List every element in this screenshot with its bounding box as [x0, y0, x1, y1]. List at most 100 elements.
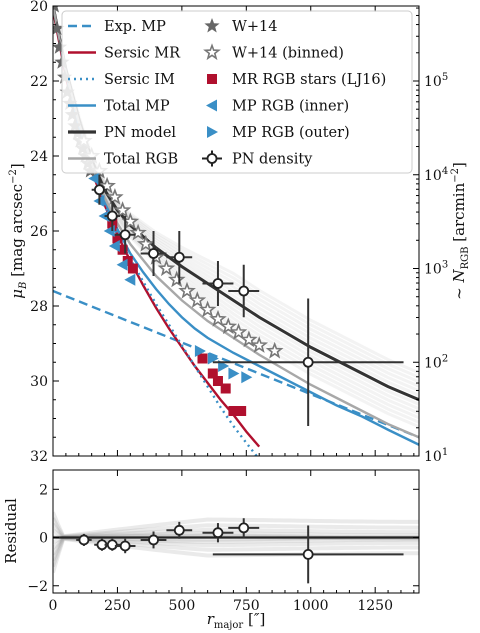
- x-tick-label: 1250: [357, 598, 393, 614]
- residual-y-tick-label: 0: [39, 531, 48, 547]
- legend-label: PN density: [232, 152, 313, 168]
- x-tick-label: 250: [104, 598, 131, 614]
- legend-marker: [206, 99, 217, 112]
- pn-density-point: [119, 229, 131, 241]
- w-14-point: [53, 20, 65, 35]
- residual-point: [119, 540, 131, 552]
- residual-band-line: [53, 517, 419, 539]
- y-tick-label: 28: [30, 299, 48, 315]
- w-14-binned-point: [198, 300, 217, 318]
- mp-rgb-outer-point: [207, 352, 219, 365]
- mp-rgb-outer-point: [228, 367, 240, 380]
- w-14-binned-point: [265, 341, 284, 359]
- mp-rgb-inner-point: [88, 172, 100, 185]
- w-14-binned-point: [157, 259, 176, 277]
- legend-marker: [206, 153, 218, 164]
- legend-label: MP RGB (inner): [232, 99, 349, 115]
- right-tick-label: 102: [424, 353, 448, 371]
- mr-rgb-stars-lj16-point: [197, 353, 208, 364]
- w-14-binned-point: [229, 323, 248, 340]
- legend-box: [61, 10, 413, 174]
- mr-rgb-stars-lj16-point: [127, 263, 138, 274]
- x-tick-label: 0: [49, 598, 58, 614]
- mr-rgb-stars-lj16-point: [207, 368, 218, 379]
- x-axis-label: rmajor [″]: [207, 610, 266, 631]
- w-14-point: [53, 39, 68, 54]
- legend-marker: [203, 43, 221, 61]
- mp-rgb-outer-point: [194, 345, 206, 357]
- legend-label: PN model: [104, 125, 176, 141]
- residual-point: [106, 539, 118, 551]
- mr-rgb-stars-lj16-point: [228, 406, 239, 416]
- legend-label: Total RGB: [104, 152, 178, 168]
- residual-point: [173, 524, 185, 536]
- pn-density-point: [302, 356, 314, 368]
- residual-axes-frame: [52, 469, 420, 594]
- mp-rgb-outer-point: [241, 371, 253, 384]
- mr-rgb-stars-lj16-point: [112, 233, 123, 244]
- x-tick-label: 1000: [293, 598, 329, 614]
- residual-band-line: [53, 523, 419, 539]
- main-panel: 20 22 24 26 28 30 32 101 102 103 104 105 μB [mag a…: [8, 0, 471, 465]
- mp-rgb-inner-point: [116, 258, 128, 271]
- y-tick-label: 26: [30, 224, 48, 240]
- pn-density-point: [148, 248, 159, 259]
- legend-marker: [204, 18, 220, 33]
- residual-panel: −202 0 250 500 750 1000 1250 Residual rmajor …: [2, 453, 420, 631]
- y-axis-label: μB [mag arcsec−2]: [8, 163, 29, 298]
- legend-label: Total MP: [104, 99, 170, 115]
- legend-label: Sersic MR: [104, 46, 181, 62]
- residual-point: [148, 534, 159, 546]
- w-14-binned-point: [240, 330, 258, 348]
- pn-density-point: [106, 210, 118, 222]
- pn-density-point: [238, 285, 250, 297]
- mp-rgb-inner-point: [98, 210, 110, 222]
- residual-band: [53, 511, 419, 574]
- mr-rgb-stars-lj16-point: [220, 383, 231, 394]
- w-14-binned-point: [178, 281, 196, 299]
- mr-rgb-stars-lj16-point: [212, 376, 223, 386]
- right-tick-label: 104: [424, 166, 448, 184]
- legend: Exp. MP Sersic MR Sersic IM Total MP PN mode…: [61, 10, 413, 174]
- w-14-binned-point: [106, 188, 124, 205]
- mp-rgb-inner-point: [108, 240, 120, 252]
- x-tick-label: 750: [233, 598, 260, 614]
- w-14-binned-point: [113, 201, 132, 218]
- residual-point: [302, 549, 314, 560]
- y-tick-label: 20: [30, 0, 48, 15]
- residual-point: [212, 527, 224, 539]
- y-tick-label: 32: [30, 449, 48, 465]
- pn-density-point: [93, 184, 105, 196]
- residual-y-tick-label: −2: [27, 579, 48, 595]
- residual-y-label: Residual: [2, 498, 20, 564]
- w-14-binned-point: [250, 336, 269, 353]
- y-axis-ticks: 20 22 24 26 28 30 32: [30, 0, 59, 465]
- right-axis-ticks: 101 102 103 104 105: [413, 7, 448, 465]
- w-14-binned-point: [167, 270, 186, 288]
- residual-point: [78, 534, 90, 546]
- right-axis-label: ~ NRGB [arcmin−2]: [450, 162, 471, 300]
- x-axis-ticks: 0 250 500 750 1000 1250: [49, 453, 415, 614]
- legend-label: MP RGB (outer): [232, 125, 350, 141]
- w-14-binned-point: [219, 317, 238, 335]
- residual-point: [238, 522, 250, 534]
- residual-points: [76, 518, 404, 584]
- right-tick-label: 101: [424, 447, 448, 465]
- residual-band-line: [53, 528, 419, 540]
- legend-label: MR RGB stars (LJ16): [232, 72, 386, 88]
- x-tick-label: 500: [169, 598, 196, 614]
- mr-rgb-stars-lj16-point: [117, 244, 128, 255]
- mr-rgb-stars-lj16-point: [236, 406, 247, 416]
- residual-band-line: [53, 511, 419, 539]
- w-14-binned-point: [129, 223, 147, 241]
- mr-rgb-stars-lj16-point: [122, 256, 133, 266]
- mp-rgb-inner-point: [124, 273, 136, 286]
- legend-label: W+14: [232, 19, 278, 35]
- y-tick-label: 22: [30, 74, 48, 90]
- w-14-binned-point: [188, 291, 207, 308]
- y-tick-label: 30: [30, 374, 48, 390]
- w-14-binned-point: [209, 309, 227, 327]
- y-tick-label: 24: [30, 149, 48, 165]
- w-14-point: [53, 6, 59, 13]
